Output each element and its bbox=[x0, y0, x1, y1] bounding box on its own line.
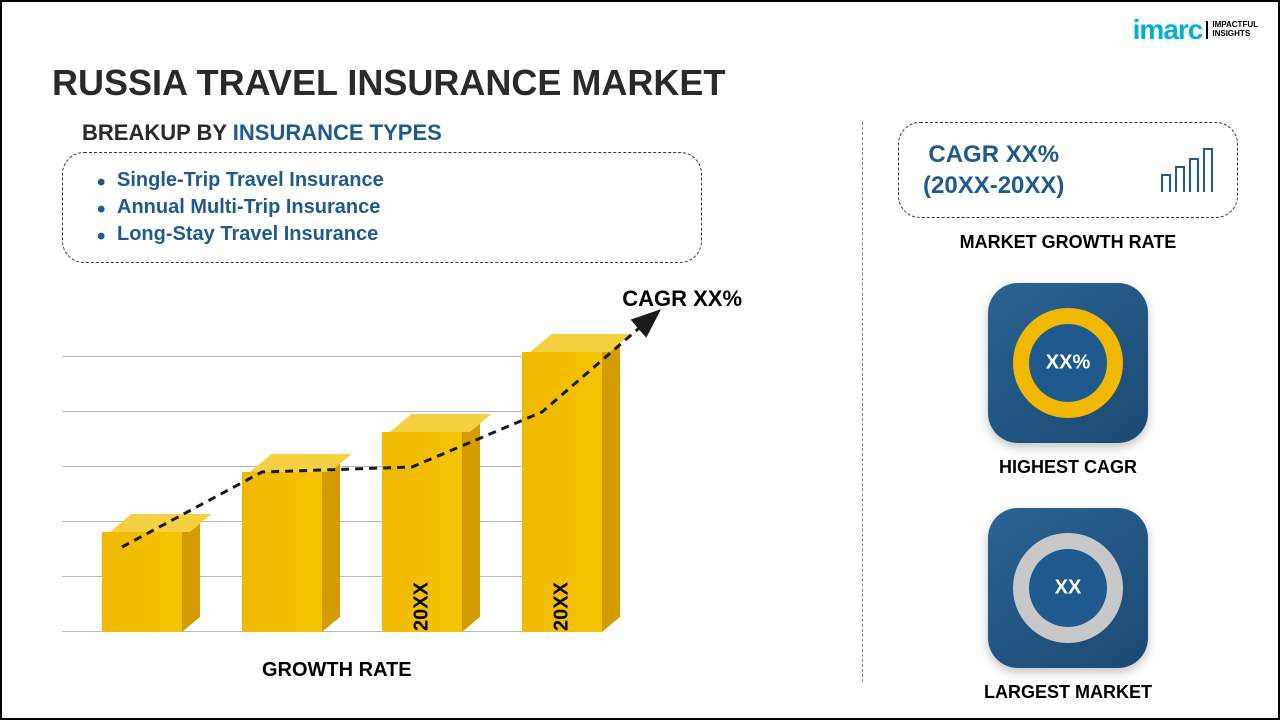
donut-value: XX% bbox=[1046, 352, 1090, 375]
bar-chart-icon bbox=[1161, 148, 1213, 192]
highest-cagr-box: XX% bbox=[988, 283, 1148, 443]
largest-market-label: LARGEST MARKET bbox=[898, 682, 1238, 703]
cagr-text: CAGR XX%(20XX-20XX) bbox=[923, 139, 1064, 201]
logo-text: imarc bbox=[1133, 14, 1203, 46]
list-item: Annual Multi-Trip Insurance bbox=[93, 194, 671, 221]
largest-market-box: XX bbox=[988, 508, 1148, 668]
sidebar: CAGR XX%(20XX-20XX) MARKET GROWTH RATE X… bbox=[898, 122, 1238, 703]
bar-label: 20XX bbox=[411, 582, 434, 631]
bar-label: 20XX bbox=[551, 582, 574, 631]
list-item: Long-Stay Travel Insurance bbox=[93, 221, 671, 248]
vertical-divider bbox=[862, 122, 863, 682]
cagr-summary-box: CAGR XX%(20XX-20XX) bbox=[898, 122, 1238, 218]
chart-xlabel: GROWTH RATE bbox=[262, 659, 412, 682]
bar-chart: 20XX20XX CAGR XX% GROWTH RATE bbox=[62, 302, 702, 672]
donut-chart: XX% bbox=[1013, 308, 1123, 418]
cagr-label: CAGR XX% bbox=[622, 286, 742, 312]
list-item: Single-Trip Travel Insurance bbox=[93, 167, 671, 194]
donut-chart: XX bbox=[1013, 533, 1123, 643]
donut-value: XX bbox=[1055, 577, 1082, 600]
breakup-box: Single-Trip Travel Insurance Annual Mult… bbox=[62, 152, 702, 263]
highest-cagr-label: HIGHEST CAGR bbox=[898, 457, 1238, 478]
breakup-list: Single-Trip Travel Insurance Annual Mult… bbox=[93, 167, 671, 248]
breakup-subtitle: BREAKUP BY INSURANCE TYPES bbox=[82, 120, 442, 146]
brand-logo: imarc IMPACTFULINSIGHTS bbox=[1133, 14, 1258, 46]
page-title: RUSSIA TRAVEL INSURANCE MARKET bbox=[52, 62, 725, 104]
logo-subtext: IMPACTFULINSIGHTS bbox=[1206, 21, 1258, 39]
growth-rate-label: MARKET GROWTH RATE bbox=[898, 232, 1238, 253]
